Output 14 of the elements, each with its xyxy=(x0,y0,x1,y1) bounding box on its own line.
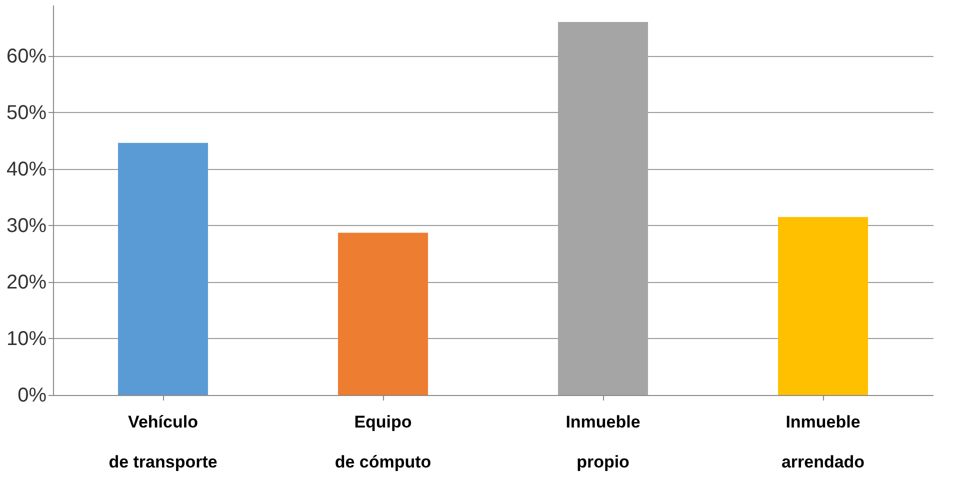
bar xyxy=(778,216,868,395)
category-label: Inmueble arrendado xyxy=(781,412,865,472)
y-tick-label: 60% xyxy=(6,45,47,68)
category-label: Equipo de cómputo xyxy=(334,412,432,472)
y-tick-label: 30% xyxy=(6,214,47,237)
category-label: Inmueble propio xyxy=(566,412,640,472)
y-tick-label: 50% xyxy=(6,102,47,124)
y-tick-label: 0% xyxy=(18,384,47,406)
y-tick-label: 40% xyxy=(6,158,47,180)
bar xyxy=(118,142,208,395)
bar xyxy=(338,232,428,395)
y-tick-label: 20% xyxy=(6,271,47,294)
category-label: Vehículo de transporte xyxy=(108,412,218,472)
y-tick-label: 10% xyxy=(6,328,47,350)
